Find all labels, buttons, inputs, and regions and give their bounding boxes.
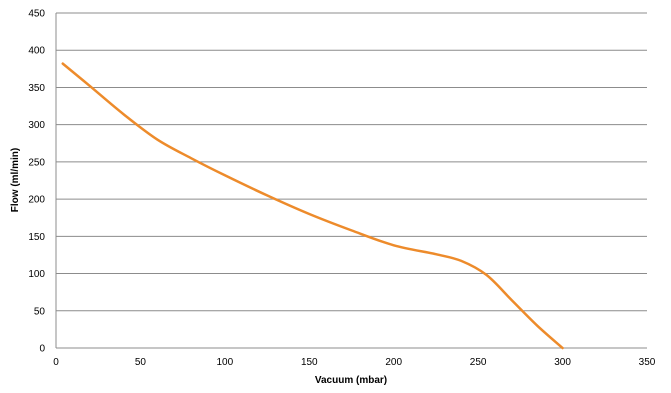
y-tick-label: 350 — [28, 83, 45, 94]
x-tick-label: 100 — [217, 357, 234, 368]
y-tick-label: 200 — [28, 195, 45, 206]
y-axis-title: Flow (ml/min) — [10, 148, 21, 212]
y-tick-label: 450 — [28, 9, 45, 20]
x-tick-labels: 0 50 100 150 200 250 300 350 — [53, 357, 656, 368]
x-tick-label: 200 — [385, 357, 402, 368]
x-tick-label: 250 — [470, 357, 487, 368]
series-line — [61, 62, 564, 350]
y-tick-label: 400 — [28, 46, 45, 57]
x-tick-label: 300 — [554, 357, 571, 368]
y-tick-label: 50 — [34, 306, 46, 317]
y-tick-label: 150 — [28, 232, 45, 243]
y-tick-label: 100 — [28, 269, 45, 280]
axes — [55, 13, 647, 349]
series-layer — [61, 62, 564, 350]
y-tick-labels: 0 50 100 150 200 250 300 350 400 450 — [28, 9, 45, 355]
x-tick-label: 350 — [639, 357, 656, 368]
x-axis-title: Vacuum (mbar) — [315, 375, 387, 386]
y-tick-label: 0 — [39, 344, 45, 355]
x-tick-label: 50 — [135, 357, 147, 368]
x-tick-label: 150 — [301, 357, 318, 368]
x-tick-label: 0 — [53, 357, 59, 368]
gridlines — [56, 12, 647, 312]
y-tick-label: 300 — [28, 120, 45, 131]
y-tick-label: 250 — [28, 157, 45, 168]
